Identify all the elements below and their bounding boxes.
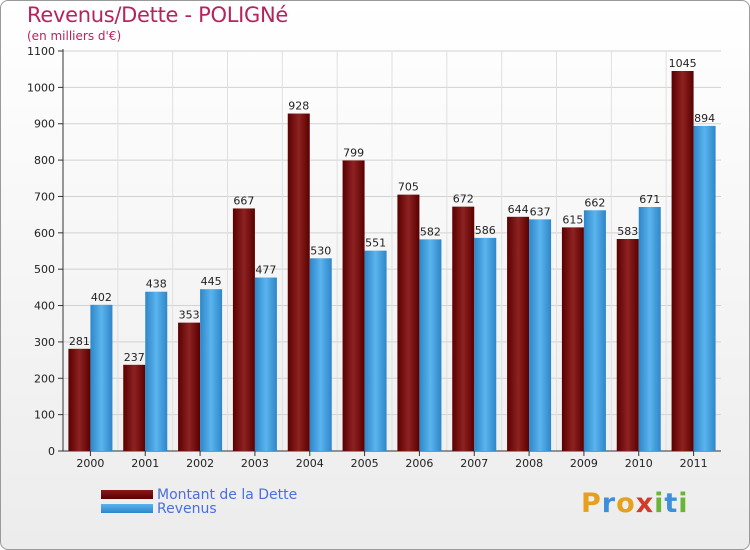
bar-revenus [529, 219, 552, 451]
bar-dette [123, 364, 146, 451]
logo-letter: o [616, 488, 636, 519]
logo-letter: r [601, 488, 617, 519]
x-tick-label: 2008 [515, 457, 543, 470]
y-tick-label: 1000 [27, 81, 55, 94]
data-label: 281 [69, 335, 90, 348]
x-tick-label: 2002 [186, 457, 214, 470]
logo-letter: i [678, 488, 689, 519]
data-label: 445 [201, 275, 222, 288]
data-label: 928 [288, 100, 309, 113]
bar-dette [287, 113, 310, 451]
bar-dette [342, 160, 365, 452]
bar-revenus [200, 289, 223, 451]
legend-label-revenus: Revenus [157, 501, 217, 517]
logo-letter: x [635, 488, 655, 519]
data-label: 237 [124, 351, 145, 364]
data-label: 894 [694, 112, 715, 125]
y-tick-label: 200 [34, 372, 55, 385]
y-tick-label: 0 [48, 445, 55, 458]
bar-revenus [583, 210, 606, 451]
bar-revenus [364, 250, 387, 451]
x-tick-label: 2004 [296, 457, 324, 470]
x-tick-label: 2000 [76, 457, 104, 470]
y-tick-label: 900 [34, 118, 55, 131]
logo-letter: i [654, 488, 665, 519]
chart-subtitle: (en milliers d'€) [27, 29, 122, 43]
bar-revenus [419, 239, 442, 451]
y-tick-label: 700 [34, 190, 55, 203]
bar-revenus [90, 304, 113, 451]
proxiti-logo: Proxiti [581, 488, 689, 519]
bar-revenus [254, 277, 277, 451]
bar-revenus [693, 125, 716, 451]
logo-letter: t [664, 488, 679, 519]
axes: 0 100 200 300 400 500 600 700 800 900 1000 1100 2000… [27, 45, 721, 470]
data-label: 551 [365, 237, 386, 250]
x-tick-label: 2009 [570, 457, 598, 470]
x-tick-label: 2010 [625, 457, 653, 470]
data-label: 705 [398, 181, 419, 194]
data-label: 637 [530, 205, 551, 218]
x-tick-label: 2005 [351, 457, 379, 470]
bar-dette [616, 239, 639, 451]
data-label: 615 [562, 213, 583, 226]
legend-label-dette: Montant de la Dette [157, 487, 298, 503]
x-tick-label: 2006 [405, 457, 433, 470]
y-tick-label: 800 [34, 154, 55, 167]
bars [68, 71, 716, 452]
data-label: 582 [420, 225, 441, 238]
bar-revenus [638, 207, 661, 451]
x-tick-label: 2011 [680, 457, 708, 470]
data-label: 672 [453, 193, 474, 206]
data-label: 644 [508, 203, 529, 216]
legend-swatch-revenus [101, 504, 153, 513]
bar-dette [68, 348, 91, 451]
bar-dette [178, 322, 201, 451]
data-label: 353 [179, 309, 200, 322]
bar-dette [397, 194, 420, 452]
bar-revenus [309, 258, 332, 451]
x-tick-label: 2007 [460, 457, 488, 470]
x-tick-label: 2001 [131, 457, 159, 470]
y-tick-label: 500 [34, 263, 55, 276]
data-labels: 281 402 237 438 353 445 667 477 928 530 799 551 705 5… [69, 57, 715, 364]
bar-dette [671, 71, 694, 451]
data-label: 438 [146, 278, 167, 291]
legend-swatch-dette [101, 490, 153, 499]
data-label: 667 [233, 194, 254, 207]
y-tick-label: 1100 [27, 45, 55, 58]
chart-title: Revenus/Dette - POLIGNé [27, 3, 289, 27]
logo-letter: P [581, 488, 602, 519]
data-label: 671 [639, 193, 660, 206]
data-label: 586 [475, 224, 496, 237]
data-label: 530 [310, 244, 331, 257]
grid-lines [63, 50, 721, 451]
bar-dette [561, 227, 584, 451]
y-tick-label: 300 [34, 336, 55, 349]
x-tick-label: 2003 [241, 457, 269, 470]
bar-dette [452, 206, 475, 451]
data-label: 662 [584, 196, 605, 209]
data-label: 1045 [669, 57, 697, 70]
y-tick-label: 100 [34, 409, 55, 422]
data-label: 477 [255, 264, 276, 277]
y-tick-label: 400 [34, 300, 55, 313]
bar-dette [507, 216, 530, 451]
data-label: 799 [343, 146, 364, 159]
bar-dette [232, 208, 255, 451]
data-label: 583 [617, 225, 638, 238]
bar-revenus [145, 291, 168, 451]
bar-revenus [474, 237, 497, 451]
data-label: 402 [91, 291, 112, 304]
y-tick-label: 600 [34, 227, 55, 240]
